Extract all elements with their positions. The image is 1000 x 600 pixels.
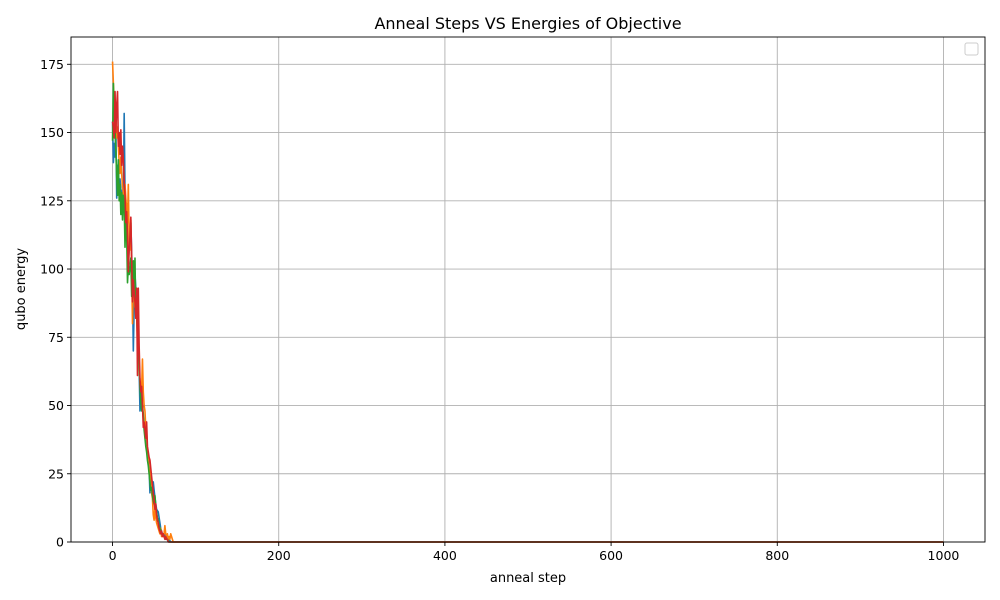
x-axis-label: anneal step [490, 571, 566, 586]
x-tick-label: 200 [267, 548, 291, 563]
y-tick-label: 100 [40, 262, 64, 277]
grid [71, 37, 985, 543]
y-axis-label: qubo energy [14, 248, 29, 330]
y-tick-label: 50 [48, 398, 64, 413]
legend-box [964, 42, 979, 56]
x-tick-label: 400 [433, 548, 457, 563]
legend [964, 42, 979, 56]
y-tick-label: 25 [48, 466, 64, 481]
series-line-2 [111, 61, 944, 543]
y-tick-label: 175 [40, 57, 64, 72]
series-group [111, 61, 944, 543]
y-tick-label: 150 [40, 125, 64, 140]
x-tick-label: 600 [599, 548, 623, 563]
ticks: 0 200 400 600 800 1000 0 25 50 75 100 125 150 175 [40, 57, 959, 563]
series-line-4 [111, 90, 944, 543]
x-tick-label: 800 [765, 548, 789, 563]
x-tick-label: 0 [109, 548, 117, 563]
x-tick-label: 1000 [928, 548, 960, 563]
y-tick-label: 75 [48, 330, 64, 345]
plot-frame [70, 36, 986, 543]
y-tick-label: 125 [40, 193, 64, 208]
chart-title: Anneal Steps VS Energies of Objective [374, 14, 681, 33]
y-tick-label: 0 [56, 535, 64, 550]
